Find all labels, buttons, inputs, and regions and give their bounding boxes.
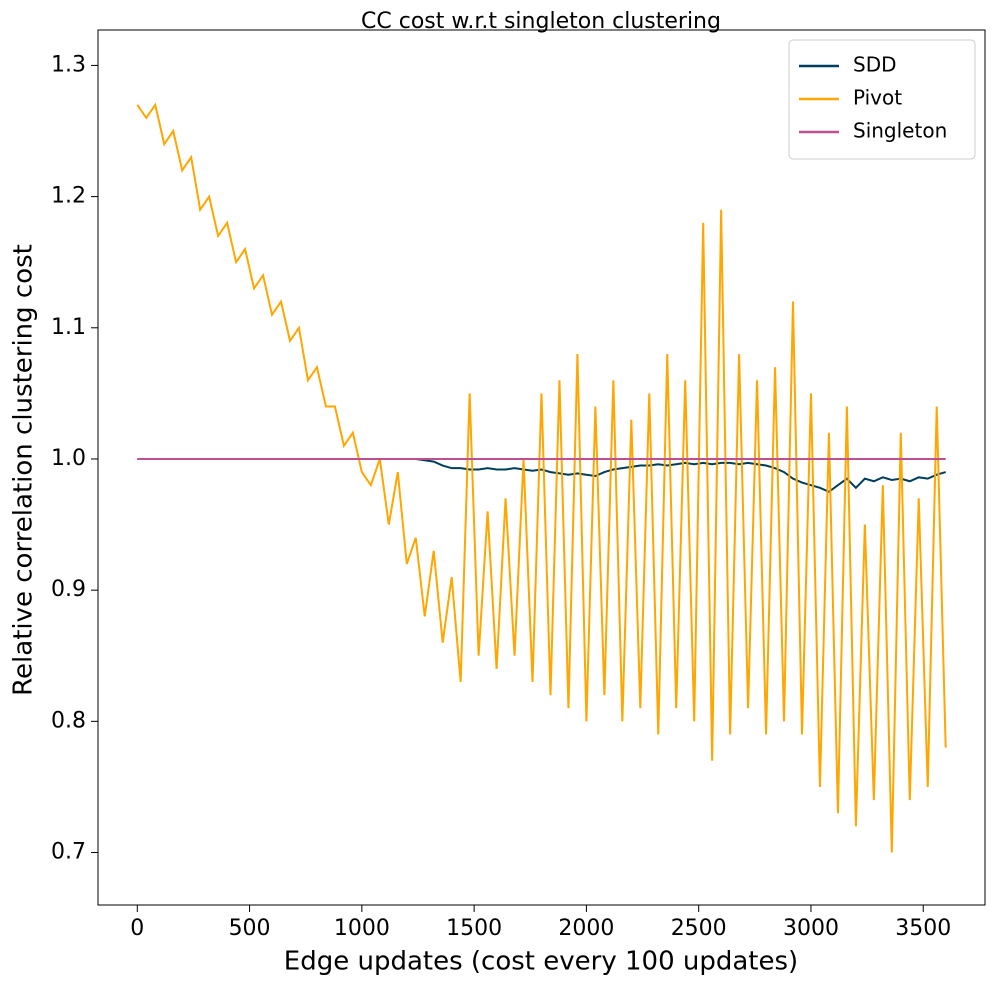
y-tick-label: 0.8 xyxy=(51,708,86,733)
x-tick-label: 500 xyxy=(229,916,271,941)
x-axis-label: Edge updates (cost every 100 updates) xyxy=(284,947,798,977)
series-line xyxy=(136,102,947,853)
x-tick-label: 3500 xyxy=(895,916,951,941)
y-tick-label: 0.9 xyxy=(51,577,86,602)
plot-frame xyxy=(97,29,986,906)
x-tick-label: 2000 xyxy=(558,916,614,941)
legend-box xyxy=(788,39,976,160)
y-tick-label: 1.1 xyxy=(51,315,86,340)
x-tick-label: 1000 xyxy=(334,916,390,941)
y-axis-label: Relative correlation clustering cost xyxy=(9,244,39,696)
legend-label: Singleton xyxy=(853,119,947,143)
series-line xyxy=(137,457,946,493)
legend-label: Pivot xyxy=(853,86,902,110)
y-tick-label: 1.0 xyxy=(51,446,86,471)
legend-label: SDD xyxy=(853,53,897,77)
x-tick-label: 0 xyxy=(130,916,144,941)
y-tick-label: 0.7 xyxy=(51,840,86,865)
x-tick-label: 3000 xyxy=(783,916,839,941)
y-tick-label: 1.3 xyxy=(51,52,86,77)
y-tick-label: 1.2 xyxy=(51,184,86,209)
x-tick-label: 1500 xyxy=(446,916,502,941)
x-tick-label: 2500 xyxy=(671,916,727,941)
